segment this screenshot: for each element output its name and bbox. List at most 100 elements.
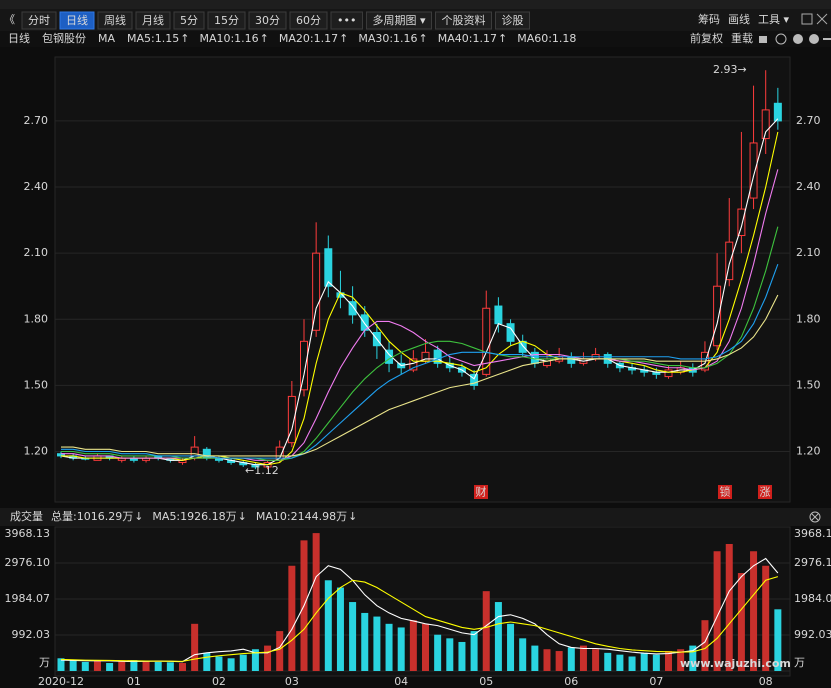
menu-strip xyxy=(0,0,831,9)
close-icon[interactable] xyxy=(811,513,819,521)
y-tick-label: 1984.07 xyxy=(5,592,51,605)
tab-button[interactable] xyxy=(207,11,246,30)
legend-arrow: ↑ xyxy=(180,32,189,45)
tab-button[interactable] xyxy=(495,11,530,30)
tab-label[interactable]: 诊股 xyxy=(502,13,524,27)
candle-body xyxy=(324,248,333,287)
volume-bar xyxy=(616,654,624,671)
y-tick-label-right: 万 xyxy=(794,656,805,669)
tab-button[interactable] xyxy=(173,11,205,30)
y-tick-label-right: 2.40 xyxy=(796,180,821,193)
candle-body xyxy=(482,307,491,375)
y-tick-label: 3968.13 xyxy=(5,527,51,540)
volume-bar xyxy=(227,658,235,671)
event-mark[interactable]: 锁 xyxy=(720,485,731,499)
volume-bar xyxy=(361,612,369,671)
volume-bar xyxy=(130,660,138,671)
y-tick-label: 2.70 xyxy=(24,114,49,127)
tab-label[interactable]: 多周期图 ▾ xyxy=(372,13,425,27)
history-icon[interactable] xyxy=(775,33,787,45)
close-icon[interactable] xyxy=(809,511,821,523)
tab-button[interactable] xyxy=(135,11,171,30)
tab-button[interactable] xyxy=(365,11,432,30)
x-tick-label: 08 xyxy=(759,675,773,688)
event-mark-box[interactable] xyxy=(758,485,772,499)
volume-bar xyxy=(397,627,405,671)
volume-bar xyxy=(640,652,648,671)
zoom-in-icon[interactable] xyxy=(793,34,803,44)
x-tick-label: 06 xyxy=(564,675,578,688)
ma-line xyxy=(61,226,779,461)
tab-button[interactable] xyxy=(435,11,492,30)
volume-bar xyxy=(555,651,563,671)
volume-legend: MA10:2144.98万 xyxy=(256,510,347,523)
x-tick-label: 2020-12 xyxy=(38,675,84,688)
event-mark[interactable]: 涨 xyxy=(760,486,771,499)
volume-bar xyxy=(677,649,685,671)
volume-bar xyxy=(422,623,429,671)
tab-button[interactable] xyxy=(330,11,363,30)
tab-label[interactable]: 15分 xyxy=(214,14,239,27)
info-option[interactable]: 重载 xyxy=(731,31,753,45)
volume-bar xyxy=(774,609,782,671)
back-button[interactable]: 《 xyxy=(4,13,15,26)
annotation: ←1.12 xyxy=(245,464,279,477)
volume-bar xyxy=(106,663,114,671)
y-tick-label-right: 3968.13 xyxy=(794,527,831,540)
volume-bar xyxy=(191,623,199,671)
volume-bar xyxy=(336,587,344,671)
lock-icon[interactable] xyxy=(759,36,767,43)
tab-button[interactable] xyxy=(289,11,328,30)
tab-label[interactable]: 30分 xyxy=(255,14,280,27)
tool-button[interactable]: 画线 xyxy=(728,12,750,26)
tab-button[interactable] xyxy=(248,11,287,30)
legend-entry: MA60:1.18 xyxy=(517,32,576,45)
close-icon[interactable] xyxy=(816,13,828,25)
volume-bar xyxy=(470,631,478,671)
volume-bar xyxy=(276,631,284,671)
maximize-icon[interactable] xyxy=(801,13,813,25)
candle-body xyxy=(470,373,479,386)
tab-label[interactable]: 周线 xyxy=(104,13,126,27)
y-tick-label-right: 1.20 xyxy=(796,445,821,458)
tab-label[interactable]: ••• xyxy=(337,14,356,27)
legend-entry: MA40:1.17 xyxy=(438,32,497,45)
legend-arrow: ↑ xyxy=(498,32,507,45)
tab-label[interactable]: 5分 xyxy=(180,14,198,27)
tab-label[interactable]: 日线 xyxy=(66,13,88,27)
volume-bar xyxy=(652,654,660,671)
tab-button[interactable] xyxy=(97,11,133,30)
tab-label[interactable]: 60分 xyxy=(296,14,321,27)
y-tick-label: 万 xyxy=(39,656,50,669)
volume-bar xyxy=(203,652,211,671)
tab-label[interactable]: 个股资料 xyxy=(442,13,486,27)
price-panel xyxy=(54,56,791,503)
volume-bar xyxy=(531,645,539,671)
volume-bar xyxy=(373,616,381,671)
candle-body xyxy=(433,349,442,364)
volume-bar xyxy=(628,656,636,671)
tab-button[interactable] xyxy=(59,11,95,30)
event-mark-box[interactable] xyxy=(718,485,732,499)
tool-button[interactable]: 工具 ▾ xyxy=(758,13,789,26)
volume-legend-arrow: ↓ xyxy=(134,510,143,523)
legend-arrow: ↑ xyxy=(260,32,269,45)
zoom-out-icon[interactable] xyxy=(809,34,819,44)
volume-bar xyxy=(750,551,758,671)
volume-bar xyxy=(251,649,259,671)
volume-bar xyxy=(154,661,162,671)
legend-entry: MA5:1.15 xyxy=(127,32,179,45)
candle-body xyxy=(312,252,321,331)
tab-label[interactable]: 分时 xyxy=(28,14,50,27)
x-tick-label: 07 xyxy=(649,675,663,688)
event-mark[interactable]: 财 xyxy=(476,485,487,499)
event-mark-box[interactable] xyxy=(474,485,488,499)
y-tick-label-right: 1.50 xyxy=(796,378,821,391)
tab-button[interactable] xyxy=(21,11,57,30)
tab-label[interactable]: 月线 xyxy=(142,13,164,27)
info-option[interactable]: 前复权 xyxy=(690,31,723,45)
volume-bar xyxy=(69,660,77,671)
candle-body xyxy=(287,395,296,444)
tool-button[interactable]: 筹码 xyxy=(698,12,720,26)
